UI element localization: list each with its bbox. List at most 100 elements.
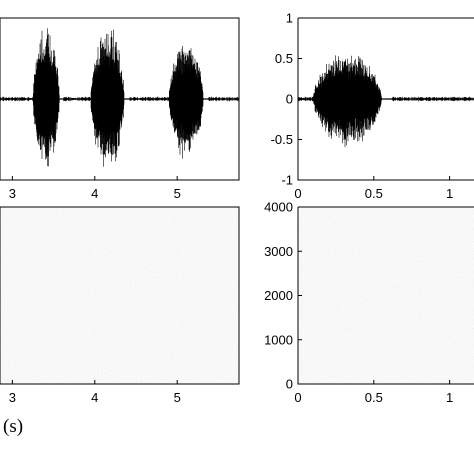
spectrogram-speckle <box>304 254 307 257</box>
spectrogram-speckle <box>201 296 204 298</box>
spectrogram-speckle <box>115 260 119 263</box>
spectrogram-speckle <box>434 348 437 351</box>
spectrogram-speckle <box>366 249 368 251</box>
spectrogram-speckle <box>415 222 417 225</box>
spectrogram-speckle <box>393 329 396 331</box>
spectrogram-speckle <box>460 270 463 273</box>
spectrogram-speckle <box>168 303 171 305</box>
x-tick-label: 3 <box>9 390 16 405</box>
spectrogram-speckle <box>89 341 91 344</box>
spectrogram-speckle <box>105 261 108 264</box>
spectrogram-speckle <box>427 298 431 300</box>
spectrogram-speckle <box>153 245 155 247</box>
spectrogram-speckle <box>185 347 188 350</box>
spectrogram-speckle <box>54 309 58 312</box>
spectrogram-speckle <box>157 270 160 272</box>
spectrogram-speckle <box>42 250 45 253</box>
spectrogram-speckle <box>306 274 309 276</box>
spectrogram-speckle <box>225 260 228 262</box>
spectrogram-speckle <box>60 330 62 333</box>
spectrogram-speckle <box>79 270 81 273</box>
spectrogram-speckle <box>304 341 308 344</box>
spectrogram-speckle <box>12 365 16 367</box>
spectrogram-speckle <box>461 330 464 333</box>
spectrogram-speckle <box>204 284 208 287</box>
spectrogram-speckle <box>338 320 340 323</box>
spectrogram-speckle <box>368 276 372 280</box>
spectrogram-speckle <box>341 361 345 364</box>
spectrogram-speckle <box>126 290 128 293</box>
spectrogram-speckle <box>431 359 434 362</box>
spectrogram-speckle <box>132 316 136 319</box>
spectrogram-speckle <box>456 208 460 210</box>
spectrogram-speckle <box>206 280 208 283</box>
spectrogram-speckle <box>64 297 67 300</box>
spectrogram-speckle <box>198 211 201 213</box>
spectrogram-speckle <box>136 239 139 242</box>
spectrogram-speckle <box>126 257 129 260</box>
spectrogram-speckle <box>439 211 442 214</box>
spectrogram-speckle <box>348 258 352 260</box>
spectrogram-speckle <box>400 246 403 248</box>
spectrogram-speckle <box>137 247 139 249</box>
spectrogram-speckle <box>136 321 139 324</box>
spectrogram-speckle <box>69 355 72 358</box>
spectrogram-speckle <box>332 330 335 333</box>
spectrogram-speckle <box>374 257 377 260</box>
spectrogram-speckle <box>470 262 474 266</box>
spectrogram-speckle <box>393 249 395 251</box>
spectrogram-speckle <box>316 324 320 328</box>
spectrogram-speckle <box>361 273 363 275</box>
spectrogram-speckle <box>104 285 106 287</box>
spectrogram-speckle <box>445 215 448 218</box>
spectrogram-speckle <box>8 338 11 341</box>
spectrogram-speckle <box>408 313 412 316</box>
spectrogram-speckle <box>150 208 152 210</box>
spectrogram-speckle <box>451 243 454 246</box>
spectrogram-speckle <box>31 351 33 354</box>
spectrogram-speckle <box>150 307 153 311</box>
spectrogram-speckle <box>229 307 231 310</box>
spectrogram-speckle <box>106 259 108 261</box>
spectrogram-speckle <box>153 281 156 284</box>
spectrogram-speckle <box>118 277 120 280</box>
spectrogram-speckle <box>9 257 12 260</box>
spectrogram-speckle <box>391 275 395 278</box>
spectrogram-speckle <box>362 298 365 301</box>
spectrogram-speckle <box>71 246 75 248</box>
spectrogram-speckle <box>349 269 351 271</box>
spectrogram-speckle <box>349 336 353 339</box>
spectrogram-speckle <box>97 320 100 324</box>
spectrogram-speckle <box>320 247 322 249</box>
spectrogram-speckle <box>65 259 67 262</box>
spectrogram-speckle <box>336 233 339 236</box>
spectrogram-speckle <box>337 276 340 279</box>
spectrogram-speckle <box>24 320 27 323</box>
spectrogram-speckle <box>453 354 457 357</box>
spectrogram-speckle <box>215 302 219 305</box>
spectrogram-speckle <box>89 241 93 244</box>
spectrogram-speckle <box>104 251 107 254</box>
spectrogram-speckle <box>121 226 124 229</box>
spectrogram-speckle <box>65 216 67 219</box>
spectrogram-speckle <box>66 233 69 236</box>
spectrogram-speckle <box>23 214 25 216</box>
spectrogram-speckle <box>335 208 339 211</box>
spectrogram-speckle <box>56 246 59 249</box>
spectrogram-speckle <box>179 348 182 350</box>
spectrogram-speckle <box>151 316 154 319</box>
spectrogram-speckle <box>31 338 35 340</box>
spectrogram-speckle <box>60 270 63 272</box>
spectrogram-speckle <box>406 356 408 358</box>
formant-band <box>310 352 395 366</box>
spectrogram-speckle <box>222 344 225 347</box>
spectrogram-speckle <box>435 295 437 297</box>
spectrogram-speckle <box>432 274 435 277</box>
spectrogram-speckle <box>387 285 389 287</box>
spectrogram-speckle <box>209 255 212 257</box>
spectrogram-speckle <box>37 225 39 229</box>
spectrogram-speckle <box>82 257 86 260</box>
spectrogram-speckle <box>50 302 53 305</box>
spectrogram-speckle <box>70 323 72 325</box>
spectrogram-speckle <box>118 223 121 226</box>
